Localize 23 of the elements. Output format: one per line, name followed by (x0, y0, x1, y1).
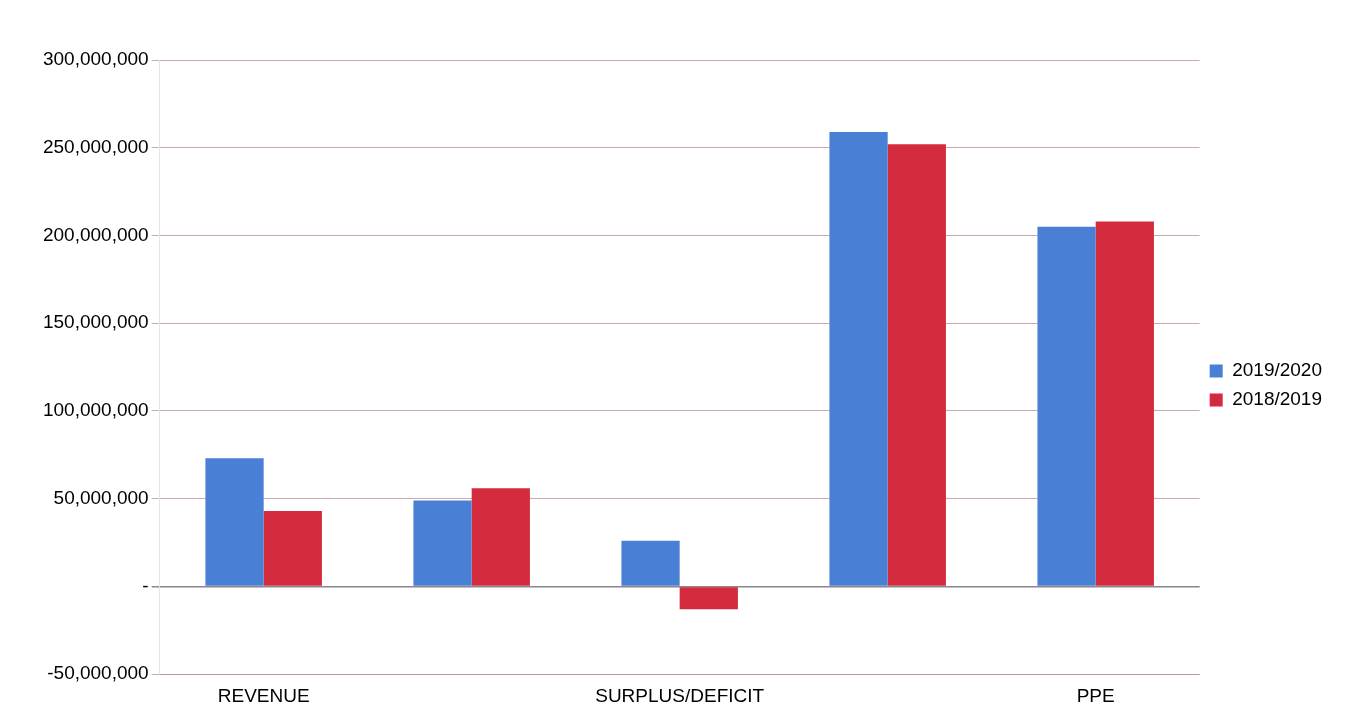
bar (1037, 226, 1096, 586)
bar (205, 458, 264, 586)
bar (679, 587, 738, 610)
legend-label: 2018/2019 (1232, 388, 1323, 410)
bar (621, 540, 680, 586)
y-tick-label: 250,000,000 (42, 135, 149, 157)
y-tick-label: 100,000,000 (42, 399, 149, 421)
bar (1095, 221, 1154, 586)
bar (263, 511, 322, 586)
x-tick-label: PPE (1076, 684, 1115, 706)
legend-label: 2019/2020 (1232, 359, 1323, 381)
x-tick-label: SURPLUS/DEFICIT (595, 684, 765, 706)
y-tick-label: -50,000,000 (47, 662, 149, 684)
y-tick-label: - (142, 574, 149, 596)
x-tick-label: REVENUE (217, 684, 310, 706)
bar (471, 488, 530, 586)
y-tick-label: 50,000,000 (53, 486, 149, 508)
y-tick-label: 200,000,000 (42, 223, 149, 245)
bar (413, 500, 472, 586)
bar (829, 131, 888, 586)
y-tick-label: 150,000,000 (42, 311, 149, 333)
bar (887, 144, 946, 586)
y-tick-label: 300,000,000 (42, 48, 149, 70)
